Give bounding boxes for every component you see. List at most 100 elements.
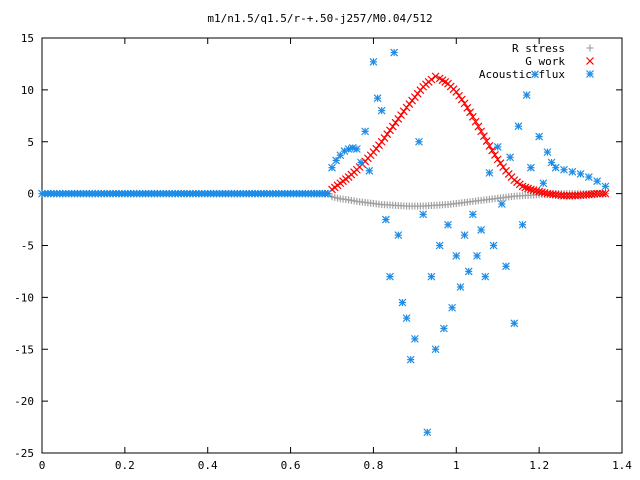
data-point — [361, 127, 370, 136]
x-tick-label: 0 — [39, 459, 46, 472]
data-point — [390, 48, 399, 57]
data-point — [444, 220, 452, 229]
data-point — [323, 189, 332, 198]
data-point — [365, 166, 374, 175]
data-point — [547, 158, 556, 167]
data-point — [427, 272, 436, 281]
y-tick-label: 5 — [27, 136, 34, 149]
data-point — [493, 155, 502, 164]
data-point — [399, 107, 408, 116]
y-tick-label: -25 — [14, 447, 34, 460]
data-point — [455, 91, 463, 100]
data-point — [543, 148, 552, 157]
y-tick-label: 10 — [21, 84, 34, 97]
data-point — [524, 184, 533, 193]
y-tick-label: -20 — [14, 395, 34, 408]
data-point — [439, 324, 448, 333]
data-point — [560, 165, 568, 174]
data-point — [485, 168, 494, 177]
y-tick-label: -15 — [14, 343, 34, 356]
data-point — [497, 200, 506, 208]
data-point — [506, 153, 515, 162]
x-tick-label: 0.8 — [363, 459, 383, 472]
data-point — [535, 132, 544, 141]
data-point — [377, 137, 386, 146]
chart-title: m1/n1.5/q1.5/r-+.50-j257/M0.04/512 — [207, 12, 432, 25]
data-point — [357, 158, 365, 167]
data-point — [601, 189, 610, 198]
data-point — [593, 177, 602, 186]
data-point — [463, 103, 472, 112]
series-layer — [38, 48, 610, 437]
data-point — [380, 134, 389, 142]
data-point — [499, 163, 508, 171]
x-tick-label: 1.2 — [529, 459, 549, 472]
data-point — [489, 241, 498, 250]
data-point — [391, 118, 400, 127]
data-point — [518, 182, 527, 191]
data-point — [488, 146, 497, 155]
data-point — [539, 179, 548, 188]
data-point — [427, 75, 436, 84]
x-tick-label: 1 — [453, 459, 460, 472]
data-point — [521, 183, 530, 192]
data-point — [491, 150, 499, 159]
data-point — [394, 115, 403, 123]
data-point — [377, 106, 386, 115]
x-tick-label: 1.4 — [612, 459, 632, 472]
data-point — [493, 143, 502, 151]
data-point — [510, 319, 519, 328]
data-point — [394, 231, 403, 240]
data-point — [576, 169, 585, 178]
data-point — [373, 94, 382, 103]
data-point — [332, 156, 341, 165]
data-point — [568, 167, 577, 176]
data-point — [435, 241, 444, 250]
data-point — [481, 272, 490, 281]
data-point — [388, 122, 397, 131]
y-tick-label: 15 — [21, 32, 34, 45]
x-tick-label: 0.2 — [115, 459, 135, 472]
data-point — [369, 57, 378, 66]
data-point — [328, 163, 336, 172]
data-point — [457, 95, 466, 104]
data-point — [460, 231, 469, 240]
legend-marker — [586, 44, 594, 52]
data-point — [452, 251, 461, 260]
data-point — [601, 182, 610, 191]
data-point — [406, 355, 415, 364]
data-point — [526, 163, 535, 172]
data-point — [460, 99, 469, 108]
data-point — [386, 272, 394, 281]
data-point — [468, 210, 477, 219]
data-point — [593, 189, 602, 198]
data-point — [381, 215, 390, 224]
x-tick-label: 0.4 — [198, 459, 218, 472]
data-point — [452, 88, 461, 96]
y-tick-label: -10 — [14, 291, 34, 304]
data-point — [514, 122, 523, 131]
data-point — [383, 130, 392, 139]
data-point — [522, 91, 531, 99]
data-point — [562, 191, 571, 200]
data-point — [584, 173, 593, 181]
plot-frame — [41, 37, 623, 454]
data-point — [431, 345, 440, 354]
legend-label: R stress — [512, 42, 565, 55]
data-point — [551, 163, 560, 172]
data-point — [415, 137, 423, 146]
data-point — [518, 220, 527, 229]
data-point — [423, 428, 432, 437]
data-point — [464, 267, 473, 276]
x-axis: 0 0.2 0.4 0.6 0.8 1 1.2 1.4 — [39, 38, 632, 472]
legend-marker — [586, 70, 594, 78]
data-point — [479, 132, 488, 141]
data-point — [397, 111, 405, 120]
y-axis: 15 10 5 0 -5 -10 -15 -20 -25 — [14, 32, 622, 460]
data-point — [410, 334, 419, 343]
y-tick-label: 0 — [27, 188, 34, 201]
y-tick-label: -5 — [21, 240, 34, 253]
data-point — [466, 108, 475, 117]
data-point — [595, 189, 604, 198]
